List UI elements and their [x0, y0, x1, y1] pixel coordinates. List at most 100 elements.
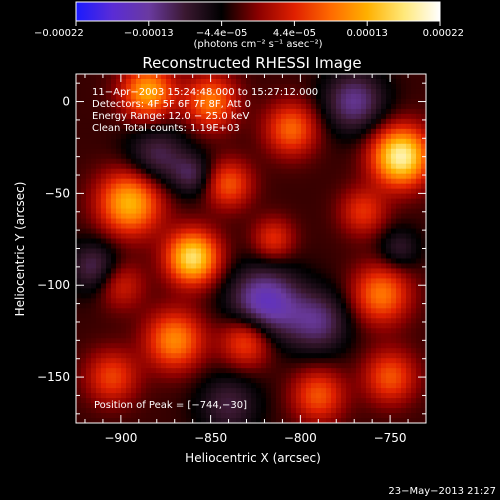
heatmap-cell [221, 118, 227, 125]
heatmap-cell [131, 74, 137, 80]
heatmap-cell [421, 293, 426, 299]
heatmap-cell [186, 263, 192, 270]
heatmap-cell [106, 108, 112, 115]
heatmap-cell [216, 248, 222, 255]
heatmap-cell [386, 318, 392, 324]
heatmap-cell [376, 323, 382, 329]
heatmap-cell [161, 278, 167, 284]
heatmap-cell [411, 183, 417, 190]
heatmap-cell [386, 233, 392, 240]
heatmap-cell [416, 258, 422, 265]
heatmap-cell [126, 128, 132, 135]
heatmap-cell [166, 138, 172, 145]
heatmap-cell [376, 168, 382, 175]
heatmap-cell [386, 313, 392, 319]
heatmap-cell [91, 74, 97, 80]
heatmap-cell [196, 103, 202, 110]
heatmap-cell [376, 338, 382, 344]
heatmap-cell [311, 343, 317, 349]
heatmap-cell [391, 393, 397, 399]
heatmap-cell [421, 183, 426, 190]
heatmap-cell [396, 158, 402, 165]
heatmap-cell [411, 138, 417, 145]
heatmap-cell [101, 383, 107, 389]
heatmap-cell [236, 308, 242, 314]
heatmap-cell [256, 78, 262, 85]
heatmap-cell [401, 218, 407, 225]
heatmap-cell [216, 163, 222, 170]
heatmap-cell [256, 248, 262, 255]
heatmap-cell [406, 358, 412, 364]
heatmap-cell [316, 333, 322, 339]
heatmap-cell [316, 248, 322, 255]
heatmap-cell [156, 178, 162, 185]
heatmap-cell [146, 153, 152, 160]
heatmap-cell [361, 308, 367, 314]
heatmap-cell [281, 143, 287, 150]
heatmap-cell [256, 158, 262, 165]
heatmap-cell [161, 203, 167, 210]
heatmap-cell [416, 418, 422, 423]
heatmap-cell [361, 403, 367, 409]
heatmap-cell [281, 148, 287, 155]
heatmap-cell [111, 78, 117, 85]
heatmap-cell [286, 233, 292, 240]
heatmap-cell [311, 93, 317, 100]
heatmap-cell [251, 313, 257, 319]
heatmap-cell [401, 288, 407, 294]
heatmap-cell [166, 273, 172, 280]
heatmap-cell [226, 283, 232, 289]
heatmap-cell [91, 313, 97, 319]
heatmap-cell [191, 218, 197, 225]
heatmap-cell [181, 313, 187, 319]
heatmap-cell [291, 208, 297, 215]
heatmap-cell [221, 263, 227, 270]
heatmap-cell [361, 213, 367, 220]
heatmap-cell [86, 408, 92, 414]
heatmap-cell [396, 373, 402, 379]
heatmap-cell [346, 293, 352, 299]
heatmap-cell [271, 418, 277, 423]
heatmap-cell [241, 168, 247, 175]
heatmap-cell [261, 373, 267, 379]
heatmap-cell [301, 74, 307, 80]
heatmap-cell [206, 168, 212, 175]
heatmap-cell [401, 413, 407, 419]
heatmap-cell [121, 88, 127, 95]
heatmap-cell [421, 348, 426, 354]
heatmap-cell [211, 318, 217, 324]
heatmap-cell [226, 288, 232, 294]
heatmap-cell [311, 278, 317, 284]
heatmap-cell [121, 273, 127, 280]
heatmap-cell [141, 288, 147, 294]
heatmap-cell [381, 243, 387, 250]
heatmap-cell [141, 83, 147, 90]
heatmap-cell [216, 153, 222, 160]
heatmap-cell [101, 228, 107, 235]
heatmap-cell [346, 123, 352, 130]
heatmap-cell [346, 158, 352, 165]
heatmap-cell [296, 98, 302, 105]
heatmap-cell [81, 288, 87, 294]
heatmap-cell [326, 368, 332, 374]
heatmap-cell [381, 418, 387, 423]
heatmap-cell [216, 233, 222, 240]
heatmap-cell [141, 248, 147, 255]
heatmap-cell [376, 293, 382, 299]
heatmap-cell [146, 93, 152, 100]
heatmap-cell [306, 393, 312, 399]
heatmap-cell [186, 74, 192, 80]
heatmap-cell [351, 263, 357, 270]
heatmap-cell [191, 108, 197, 115]
heatmap-cell [156, 323, 162, 329]
heatmap-cell [91, 368, 97, 374]
heatmap-cell [376, 163, 382, 170]
heatmap-cell [336, 138, 342, 145]
heatmap-cell [346, 393, 352, 399]
heatmap-cell [286, 168, 292, 175]
heatmap-cell [406, 408, 412, 414]
heatmap-cell [121, 233, 127, 240]
heatmap-cell [281, 288, 287, 294]
heatmap-cell [381, 258, 387, 265]
heatmap-cell [191, 263, 197, 270]
